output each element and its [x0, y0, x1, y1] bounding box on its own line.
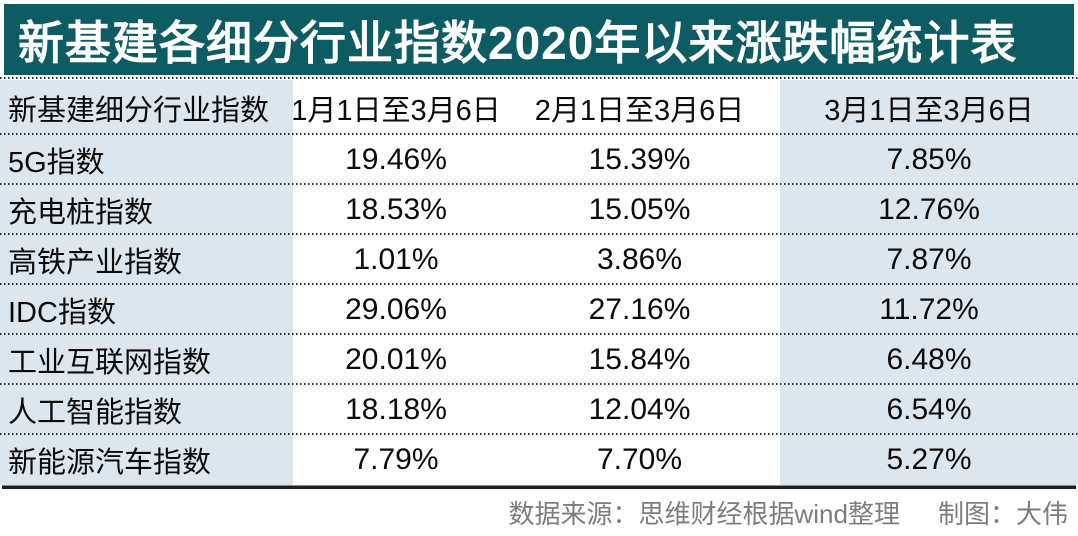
title-divider — [0, 77, 1078, 79]
page-title: 新基建各细分行业指数2020年以来涨跌幅统计表 — [4, 4, 1074, 75]
value-cell: 27.16% — [588, 293, 691, 326]
value-cell: 20.01% — [345, 343, 447, 376]
value-cell: 15.84% — [588, 343, 691, 376]
table-row: 新能源汽车指数 7.79% 7.70% 5.27% — [0, 435, 1078, 485]
row-label: 人工智能指数 — [0, 385, 293, 435]
credit-text: 制图：大伟 — [937, 499, 1068, 529]
value-cell: 1.01% — [353, 243, 439, 276]
value-cell: 15.39% — [588, 143, 691, 176]
column-header-period-3: 3月1日至3月6日 — [780, 80, 1078, 135]
table-header-row: 新基建细分行业指数 1月1日至3月6日 2月1日至3月6日 3月1日至3月6日 — [0, 80, 1078, 135]
table-bottom-rule — [2, 485, 1076, 489]
value-cell: 3.86% — [596, 243, 683, 276]
value-cell: 18.53% — [345, 193, 447, 226]
value-cell: 7.85% — [780, 135, 1078, 185]
value-cell: 7.70% — [596, 443, 683, 476]
table-row: 高铁产业指数 1.01% 3.86% 7.87% — [0, 235, 1078, 285]
value-cell: 18.18% — [345, 393, 447, 426]
value-cell: 6.54% — [780, 385, 1078, 435]
row-label: 高铁产业指数 — [0, 235, 293, 285]
value-cell: 12.04% — [588, 393, 691, 426]
table-row: 充电桩指数 18.53% 15.05% 12.76% — [0, 185, 1078, 235]
value-cell: 19.46% — [345, 143, 447, 176]
column-header-index-name: 新基建细分行业指数 — [0, 80, 293, 135]
table-row: 5G指数 19.46% 15.39% 7.85% — [0, 135, 1078, 185]
value-cell: 11.72% — [780, 285, 1078, 335]
value-cell: 29.06% — [345, 293, 447, 326]
row-label: IDC指数 — [0, 285, 293, 335]
table-row: IDC指数 29.06% 27.16% 11.72% — [0, 285, 1078, 335]
row-label: 充电桩指数 — [0, 185, 293, 235]
row-label: 新能源汽车指数 — [0, 435, 293, 485]
row-label: 5G指数 — [0, 135, 293, 185]
data-source-text: 数据来源：思维财经根据wind整理 — [508, 499, 900, 529]
value-cell: 7.79% — [353, 443, 439, 476]
value-cell: 7.87% — [780, 235, 1078, 285]
value-cell: 6.48% — [780, 335, 1078, 385]
column-header-period-2: 2月1日至3月6日 — [534, 94, 745, 127]
table-row: 工业互联网指数 20.01% 15.84% 6.48% — [0, 335, 1078, 385]
value-cell: 15.05% — [588, 193, 691, 226]
column-header-period-1: 1月1日至3月6日 — [291, 94, 501, 127]
row-label: 工业互联网指数 — [0, 335, 293, 385]
table-row: 人工智能指数 18.18% 12.04% 6.54% — [0, 385, 1078, 435]
footer: 数据来源：思维财经根据wind整理 制图：大伟 — [0, 489, 1078, 536]
stats-table: 新基建细分行业指数 1月1日至3月6日 2月1日至3月6日 3月1日至3月6日 … — [0, 80, 1078, 489]
value-cell: 5.27% — [780, 435, 1078, 485]
value-cell: 12.76% — [780, 185, 1078, 235]
